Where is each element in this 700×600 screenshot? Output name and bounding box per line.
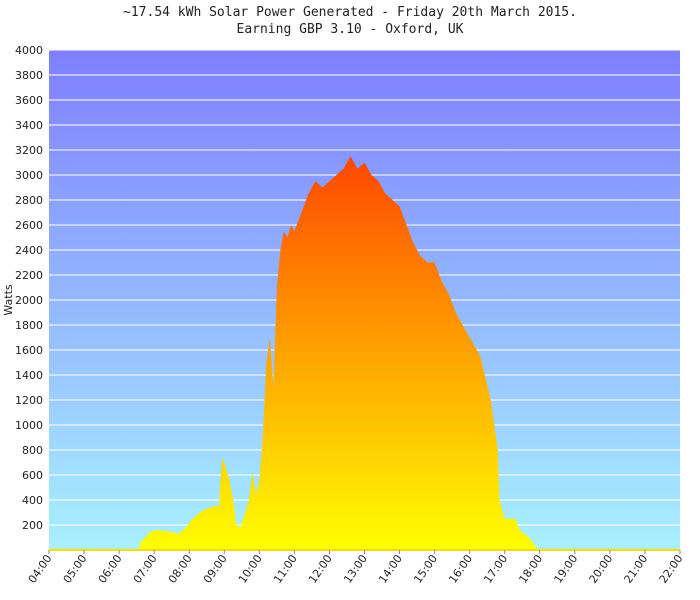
x-tick-label: 08:00 [166, 552, 195, 585]
x-tick-label: 18:00 [516, 552, 545, 585]
y-tick-label: 1400 [15, 369, 43, 382]
y-tick-label: 600 [22, 469, 43, 482]
chart-title: ~17.54 kWh Solar Power Generated - Frida… [123, 5, 577, 20]
x-tick-label: 04:00 [26, 552, 55, 585]
y-axis-label: Watts [2, 284, 15, 316]
y-tick-label: 3800 [15, 69, 43, 82]
x-tick-label: 17:00 [481, 552, 510, 585]
y-tick-label: 200 [22, 519, 43, 532]
x-tick-label: 06:00 [96, 552, 125, 585]
y-tick-label: 3200 [15, 144, 43, 157]
x-tick-label: 13:00 [341, 552, 370, 585]
x-tick-label: 16:00 [446, 552, 475, 585]
x-tick-label: 20:00 [587, 552, 616, 585]
x-tick-label: 15:00 [411, 552, 440, 585]
y-tick-label: 400 [22, 494, 43, 507]
x-tick-label: 11:00 [271, 552, 300, 585]
area [138, 156, 539, 550]
x-tick-label: 19:00 [551, 552, 580, 585]
y-tick-label: 1200 [15, 394, 43, 407]
chart-subtitle: Earning GBP 3.10 - Oxford, UK [237, 22, 464, 37]
y-tick-label: 2000 [15, 294, 43, 307]
y-tick-label: 2400 [15, 244, 43, 257]
x-tick-label: 14:00 [376, 552, 405, 585]
y-tick-label: 2800 [15, 194, 43, 207]
y-tick-label: 800 [22, 444, 43, 457]
y-tick-label: 1600 [15, 344, 43, 357]
y-tick-label: 1000 [15, 419, 43, 432]
x-tick-label: 22:00 [657, 552, 686, 585]
x-tick-label: 05:00 [61, 552, 90, 585]
y-tick-label: 4000 [15, 44, 43, 57]
x-tick-label: 09:00 [201, 552, 230, 585]
y-tick-label: 3400 [15, 119, 43, 132]
x-tick-label: 10:00 [236, 552, 265, 585]
y-tick-label: 2600 [15, 219, 43, 232]
y-tick-label: 3600 [15, 94, 43, 107]
x-tick-label: 21:00 [622, 552, 651, 585]
x-tick-label: 12:00 [306, 552, 335, 585]
y-tick-label: 1800 [15, 319, 43, 332]
y-tick-label: 3000 [15, 169, 43, 182]
y-tick-label: 2200 [15, 269, 43, 282]
x-tick-label: 07:00 [131, 552, 160, 585]
